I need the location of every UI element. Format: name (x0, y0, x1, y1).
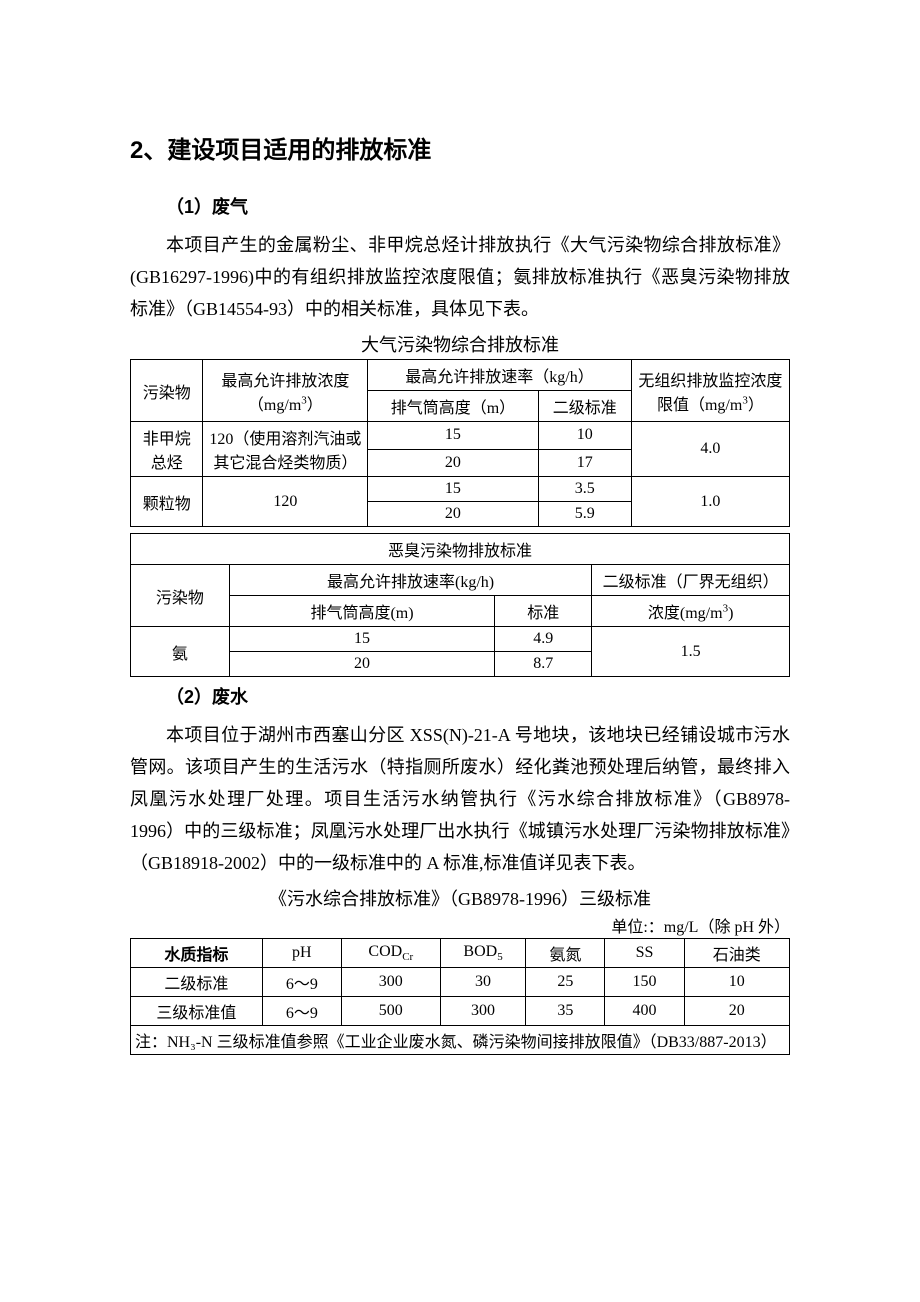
th-max-conc: 最高允许排放浓度（mg/m3） (203, 360, 368, 422)
td-v: 3.5 (538, 477, 631, 502)
th-std: 标准 (495, 596, 592, 627)
air-emission-table: 污染物 最高允许排放浓度（mg/m3） 最高允许排放速率（kg/h） 无组织排放… (130, 359, 790, 527)
td-h: 15 (368, 422, 538, 450)
th-l2-std: 二级标准（厂界无组织） (592, 565, 790, 596)
th-stack-height: 排气筒高度(m) (229, 596, 494, 627)
td-h: 20 (229, 652, 494, 677)
th-conc: 浓度(mg/m3) (592, 596, 790, 627)
th-ph: pH (262, 939, 341, 968)
odor-emission-table: 恶臭污染物排放标准 污染物 最高允许排放速率(kg/h) 二级标准（厂界无组织）… (130, 533, 790, 677)
td-l2: 1.5 (592, 627, 790, 677)
subsection-1-heading: （1）废气 (130, 193, 790, 219)
td-v: 17 (538, 449, 631, 477)
td-unorg: 4.0 (631, 422, 789, 477)
td-pollutant: 氨 (131, 627, 230, 677)
td-h: 20 (368, 502, 538, 527)
td-v: 10 (538, 422, 631, 450)
th-bod: BOD5 (440, 939, 526, 968)
td-label: 二级标准 (131, 968, 263, 997)
paragraph-waste-gas: 本项目产生的金属粉尘、非甲烷总烃计排放执行《大气污染物综合排放标准》(GB162… (130, 229, 790, 325)
table-row: 三级标准值 6～9 500 300 35 400 20 (131, 997, 790, 1026)
th-max-rate: 最高允许排放速率(kg/h) (229, 565, 591, 596)
td-pollutant: 非甲烷总烃 (131, 422, 203, 477)
td-pollutant: 颗粒物 (131, 477, 203, 527)
td-v: 8.7 (495, 652, 592, 677)
td-h: 15 (368, 477, 538, 502)
th-cod: CODCr (341, 939, 440, 968)
section-heading: 2、建设项目适用的排放标准 (130, 130, 790, 165)
document-page: 2、建设项目适用的排放标准 （1）废气 本项目产生的金属粉尘、非甲烷总烃计排放执… (0, 0, 920, 1302)
water-table-caption: 《污水综合排放标准》（GB8978-1996）三级标准 (130, 885, 790, 911)
th-nh3n: 氨氮 (526, 939, 605, 968)
th-indicator: 水质指标 (131, 939, 263, 968)
table-footnote-row: 注：NH₃-N 三级标准值参照《工业企业废水氮、磷污染物间接排放限值》（DB33… (131, 1026, 790, 1055)
th-ss: SS (605, 939, 684, 968)
table-row: 二级标准 6～9 300 30 25 150 10 (131, 968, 790, 997)
td-label: 三级标准值 (131, 997, 263, 1026)
th-pollutant: 污染物 (131, 565, 230, 627)
td-unorg: 1.0 (631, 477, 789, 527)
th-max-rate: 最高允许排放速率（kg/h） (368, 360, 632, 391)
td-v: 4.9 (495, 627, 592, 652)
th-unorganized: 无组织排放监控浓度限值（mg/m3） (631, 360, 789, 422)
subsection-2-heading: （2）废水 (130, 683, 790, 709)
td-h: 20 (368, 449, 538, 477)
td-v: 5.9 (538, 502, 631, 527)
td-footnote: 注：NH₃-N 三级标准值参照《工业企业废水氮、磷污染物间接排放限值》（DB33… (131, 1026, 790, 1055)
th-oil: 石油类 (684, 939, 789, 968)
water-standard-table: 水质指标 pH CODCr BOD5 氨氮 SS 石油类 二级标准 6～9 30… (130, 938, 790, 1055)
water-table-unit: 单位:：mg/L（除 pH 外） (130, 913, 790, 937)
td-conc: 120（使用溶剂汽油或其它混合烃类物质） (203, 422, 368, 477)
th-pollutant: 污染物 (131, 360, 203, 422)
th-level2-std: 二级标准 (538, 391, 631, 422)
td-conc: 120 (203, 477, 368, 527)
odor-table-caption: 恶臭污染物排放标准 (131, 534, 790, 565)
paragraph-waste-water: 本项目位于湖州市西塞山分区 XSS(N)-21-A 号地块，该地块已经铺设城市污… (130, 719, 790, 879)
th-stack-height: 排气筒高度（m） (368, 391, 538, 422)
td-h: 15 (229, 627, 494, 652)
air-table-caption: 大气污染物综合排放标准 (130, 331, 790, 357)
